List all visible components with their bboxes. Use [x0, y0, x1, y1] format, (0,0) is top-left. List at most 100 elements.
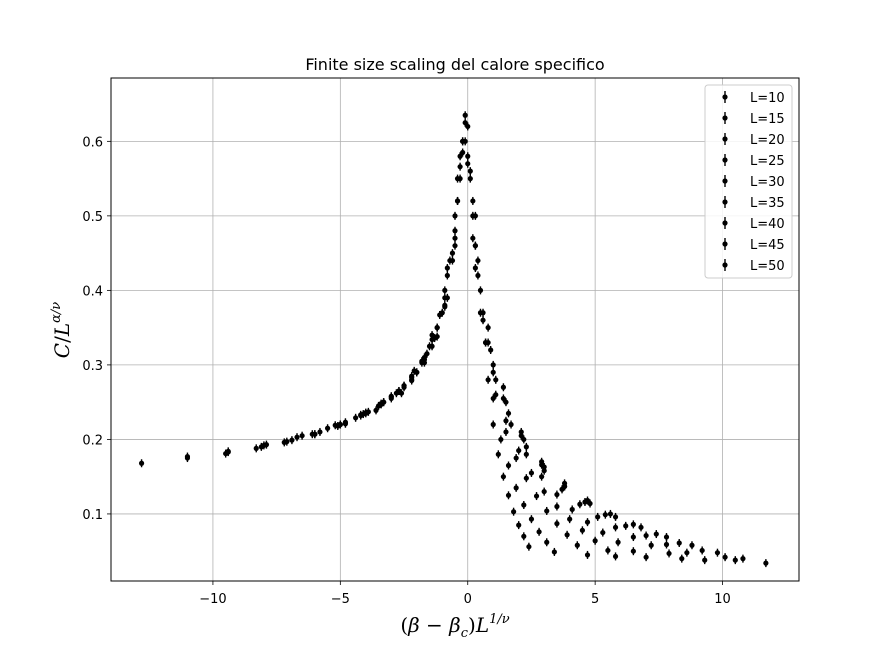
data-point: [447, 257, 453, 264]
data-point: [630, 548, 636, 554]
data-point: [396, 388, 402, 394]
data-point: [424, 351, 430, 357]
data-point: [444, 272, 450, 279]
data-point: [569, 506, 575, 513]
data-point: [429, 332, 435, 338]
legend-marker: [722, 241, 728, 247]
data-point: [503, 418, 509, 424]
data-point: [498, 436, 504, 443]
legend-entry: L=15: [722, 112, 785, 127]
data-point: [472, 265, 478, 271]
data-point: [294, 434, 300, 440]
data-point: [444, 295, 450, 301]
data-point: [475, 272, 481, 279]
data-point: [454, 198, 461, 204]
data-point: [666, 550, 672, 557]
x-tick-label: 10: [714, 592, 731, 607]
data-point: [702, 557, 708, 563]
data-point: [452, 243, 458, 249]
data-point: [602, 512, 608, 518]
data-point: [337, 421, 343, 428]
legend-marker: [722, 94, 728, 100]
legend-marker: [722, 136, 728, 142]
legend-label: L=50: [750, 259, 785, 274]
data-point: [452, 213, 458, 219]
data-point: [684, 550, 690, 556]
data-point: [600, 529, 606, 536]
legend-label: L=40: [750, 217, 785, 232]
data-point: [587, 500, 593, 507]
legend-entry: L=20: [722, 133, 785, 148]
data-point: [184, 455, 191, 461]
data-point: [513, 455, 519, 461]
legend-entry: L=50: [722, 259, 785, 274]
legend-marker: [722, 262, 728, 268]
legend: L=10 L=15 L=20 L=25 L=30 L=35 L=40 L=45 L=50: [704, 84, 793, 279]
legend-label: L=45: [750, 238, 785, 253]
data-point: [454, 176, 461, 182]
y-tick-label: 0.6: [82, 135, 103, 150]
legend-marker: [722, 157, 728, 163]
data-point: [373, 407, 379, 413]
data-point: [523, 475, 529, 481]
y-tick-label: 0.3: [82, 359, 103, 374]
data-point: [299, 433, 305, 439]
axis-ticks: −10 −5 0 5 10 0.1 0.2 0.3 0.4 0.5 0.6: [82, 135, 731, 607]
data-point: [434, 325, 440, 331]
data-point: [528, 470, 535, 476]
data-point: [490, 362, 496, 368]
data-point: [457, 164, 463, 170]
data-point: [567, 516, 573, 522]
data-point: [411, 368, 417, 374]
data-point: [434, 333, 440, 340]
data-point: [493, 392, 499, 398]
data-point: [490, 369, 496, 375]
legend-marker: [722, 220, 728, 226]
data-point: [409, 373, 415, 379]
data-point: [503, 429, 509, 435]
data-point: [623, 523, 629, 529]
data-point: [495, 451, 501, 457]
data-point: [470, 235, 476, 241]
data-point: [439, 310, 445, 316]
data-point: [284, 439, 290, 445]
data-point: [363, 409, 369, 416]
legend-entries: L=10 L=15 L=20 L=25 L=30 L=35 L=40 L=45 L=50: [722, 91, 785, 274]
data-point: [544, 539, 550, 545]
data-point: [615, 539, 621, 545]
legend-entry: L=30: [722, 175, 785, 190]
legend-label: L=10: [750, 91, 785, 106]
data-point: [544, 508, 550, 514]
data-point: [539, 462, 545, 468]
data-point: [584, 552, 591, 558]
data-point: [485, 339, 491, 346]
data-point: [612, 553, 619, 560]
data-point: [612, 514, 619, 520]
data-point: [740, 556, 746, 562]
data-point: [324, 425, 331, 431]
data-point: [653, 531, 659, 537]
data-point: [554, 521, 560, 527]
data-point: [465, 153, 471, 159]
series-l-50: [138, 118, 769, 568]
data-point: [521, 533, 527, 539]
data-points: [138, 111, 769, 568]
data-point: [263, 442, 270, 448]
data-point: [689, 542, 695, 548]
x-tick-label: 0: [464, 592, 472, 607]
x-tick-label: 5: [591, 592, 599, 607]
data-point: [465, 123, 471, 130]
data-point: [521, 436, 527, 443]
data-point: [541, 488, 547, 495]
legend-label: L=30: [750, 175, 785, 190]
data-point: [493, 377, 499, 383]
data-point: [312, 431, 318, 437]
data-point: [449, 250, 456, 256]
data-point: [643, 532, 649, 539]
data-point: [574, 542, 580, 548]
data-point: [421, 354, 428, 361]
legend-marker: [722, 178, 728, 184]
data-point: [577, 501, 583, 507]
data-point: [503, 399, 509, 405]
data-point: [462, 112, 468, 118]
